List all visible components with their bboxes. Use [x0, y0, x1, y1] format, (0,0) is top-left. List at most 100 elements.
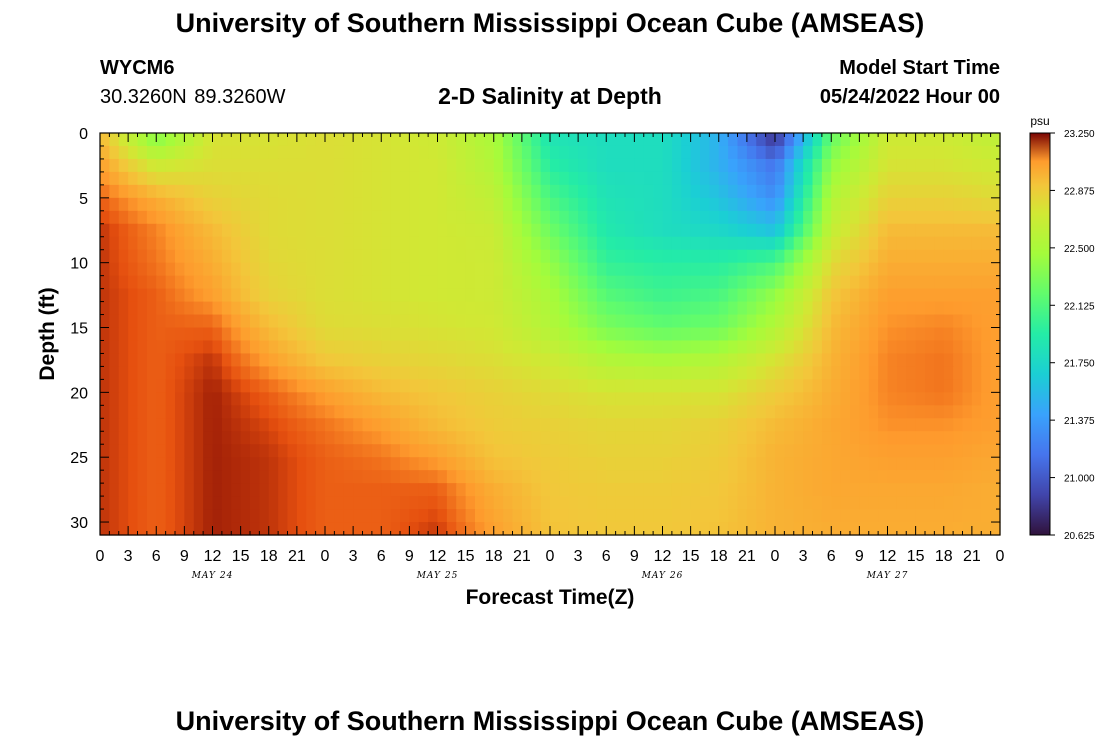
heatmap-cell — [456, 340, 467, 355]
heatmap-cell — [990, 418, 1001, 432]
heatmap-cell — [531, 327, 542, 342]
heatmap-cell — [700, 379, 710, 393]
heatmap-cell — [193, 158, 204, 173]
heatmap-cell — [718, 496, 729, 510]
heatmap-cell — [109, 275, 120, 290]
heatmap-cell — [475, 327, 485, 342]
heatmap-cell — [231, 301, 242, 316]
heatmap-cell — [493, 431, 504, 445]
heatmap-cell — [887, 236, 898, 251]
heatmap-cell — [165, 483, 176, 497]
heatmap-cell — [268, 249, 279, 264]
heatmap-cell — [962, 301, 973, 316]
heatmap-cell — [990, 353, 1001, 368]
heatmap-cell — [531, 275, 542, 290]
heatmap-cell — [390, 197, 401, 212]
heatmap-cell — [690, 223, 701, 238]
heatmap-cell — [606, 288, 617, 303]
heatmap-cell — [690, 509, 701, 523]
heatmap-cell — [109, 327, 120, 342]
heatmap-cell — [831, 249, 842, 264]
heatmap-cell — [259, 223, 270, 238]
heatmap-cell — [250, 353, 260, 368]
heatmap-cell — [840, 210, 851, 225]
heatmap-cell — [615, 353, 626, 368]
heatmap-cell — [146, 431, 157, 445]
heatmap-cell — [643, 301, 654, 316]
heatmap-cell — [615, 158, 626, 173]
heatmap-cell — [240, 379, 251, 393]
heatmap-cell — [784, 197, 795, 212]
heatmap-cell — [718, 210, 729, 225]
heatmap-cell — [512, 470, 523, 484]
heatmap-cell — [718, 327, 729, 342]
heatmap-cell — [146, 223, 157, 238]
y-tick-label: 5 — [79, 191, 88, 208]
heatmap-cell — [690, 457, 701, 471]
heatmap-cell — [718, 158, 729, 173]
heatmap-cell — [118, 431, 129, 445]
heatmap-cell — [137, 145, 148, 160]
heatmap-cell — [409, 470, 420, 484]
heatmap-cell — [362, 249, 373, 264]
heatmap-cell — [531, 483, 542, 497]
heatmap-cell — [512, 288, 523, 303]
heatmap-cell — [784, 223, 795, 238]
heatmap-cell — [231, 392, 242, 406]
heatmap-cell — [568, 314, 579, 329]
heatmap-cell — [362, 171, 373, 186]
heatmap-cell — [156, 223, 167, 238]
heatmap-cell — [184, 301, 195, 316]
heatmap-cell — [568, 171, 579, 186]
heatmap-cell — [193, 171, 204, 186]
heatmap-cell — [803, 210, 814, 225]
heatmap-cell — [990, 314, 1001, 329]
heatmap-cell — [850, 275, 860, 290]
heatmap-cell — [109, 353, 120, 368]
heatmap-cell — [315, 392, 326, 406]
heatmap-cell — [193, 457, 204, 471]
heatmap-cell — [559, 522, 570, 536]
heatmap-cell — [925, 275, 935, 290]
heatmap-cell — [165, 418, 176, 432]
heatmap-cell — [868, 379, 879, 393]
heatmap-cell — [728, 223, 739, 238]
heatmap-cell — [718, 340, 729, 355]
heatmap-cell — [634, 133, 645, 147]
heatmap-cell — [193, 418, 204, 432]
heatmap-cell — [381, 314, 392, 329]
heatmap-cell — [971, 133, 982, 147]
heatmap-cell — [250, 392, 260, 406]
heatmap-cell — [915, 275, 926, 290]
heatmap-cell — [728, 197, 739, 212]
heatmap-cell — [193, 470, 204, 484]
heatmap-cell — [475, 288, 485, 303]
heatmap-cell — [550, 431, 560, 445]
heatmap-cell — [737, 236, 748, 251]
heatmap-cell — [700, 327, 710, 342]
x-tick-label: 15 — [232, 548, 250, 565]
heatmap-cell — [296, 314, 307, 329]
heatmap-cell — [512, 327, 523, 342]
heatmap-cell — [493, 327, 504, 342]
heatmap-cell — [737, 171, 748, 186]
heatmap-cell — [109, 171, 120, 186]
x-tick-label: 18 — [485, 548, 503, 565]
heatmap-cell — [231, 496, 242, 510]
heatmap-cell — [540, 249, 551, 264]
heatmap-cell — [212, 249, 223, 264]
heatmap-cell — [465, 327, 476, 342]
heatmap-cell — [775, 249, 785, 264]
heatmap-cell — [287, 457, 298, 471]
heatmap-cell — [278, 483, 289, 497]
heatmap-cell — [550, 314, 560, 329]
heatmap-cell — [868, 288, 879, 303]
heatmap-cell — [896, 262, 907, 277]
heatmap-cell — [625, 327, 635, 342]
heatmap-cell — [643, 366, 654, 380]
heatmap-cell — [493, 145, 504, 160]
heatmap-cell — [840, 288, 851, 303]
heatmap-cell — [943, 340, 954, 355]
heatmap-cell — [531, 457, 542, 471]
heatmap-cell — [475, 275, 485, 290]
